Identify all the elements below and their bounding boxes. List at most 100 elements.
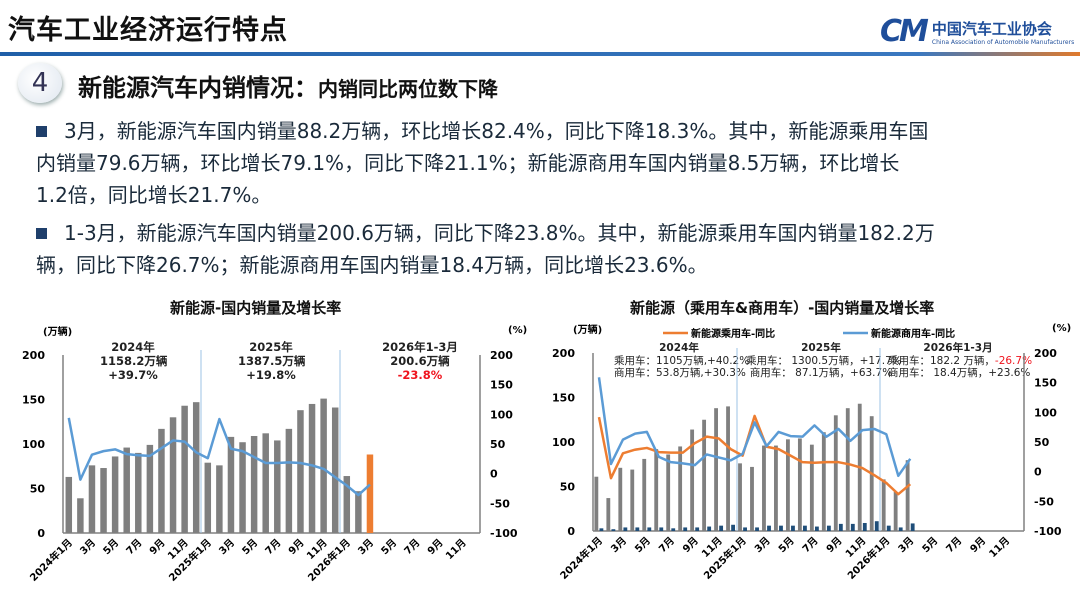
chart2-bar-commercial: [862, 522, 867, 531]
chart1-bar: [192, 402, 200, 533]
bullet-line: 内销量79.6万辆，环比增长79.1%，同比下降21.1%；新能源商用车国内销量…: [36, 151, 900, 175]
chart2-y2-tick: 50: [1034, 436, 1050, 449]
chart1-y-tick: 50: [30, 483, 46, 496]
chart2-bar-commercial: [767, 525, 771, 531]
bullet-line: 3月，新能源汽车国内销量88.2万辆，环比增长82.4%，同比下降18.3%。其…: [64, 119, 929, 143]
chart2-y-tick: 50: [560, 481, 576, 494]
logo-mark: CM: [880, 14, 929, 49]
chart2-bar-passenger: [642, 458, 647, 531]
chart2-bar-passenger: [881, 479, 886, 531]
chart1-bar: [158, 428, 165, 533]
chart1-y2-tick: 50: [490, 438, 506, 451]
chart2-bar-passenger: [797, 438, 802, 531]
chart1-x-tick: 11月: [443, 537, 468, 562]
chart2-bar-commercial: [695, 527, 700, 531]
chart2-bar-passenger: [666, 454, 671, 531]
chart2-bar-passenger: [606, 498, 611, 531]
chart1-y2-tick: 200: [490, 349, 513, 362]
chart2-x-tick: 5月: [776, 535, 796, 555]
chart1-x-tick: 5月: [379, 537, 399, 557]
chart1-bar: [135, 452, 142, 533]
chart1-bar: [111, 456, 119, 533]
logo-cn: 中国汽车工业协会: [931, 19, 1052, 38]
chart2-bar-commercial: [779, 525, 783, 531]
chart1-bar: [331, 407, 339, 533]
chart1-y-tick: 200: [22, 349, 45, 362]
chart1-x-tick: 3月: [217, 537, 237, 557]
chart1-y2-tick: -100: [490, 527, 518, 540]
chart2-annotation-2025: 2025年 乘用车： 1300.5万辆，+17.7% 商用车： 87.1万辆，+63…: [746, 342, 902, 379]
chart1-x-tick: 3月: [78, 537, 98, 557]
bullet-square-icon: [36, 228, 47, 239]
chart2-line-1: [597, 414, 912, 496]
chart1-y-tick: 150: [22, 394, 45, 407]
chart2-y2-tick: 200: [1034, 347, 1057, 360]
chart1-y2-label: (%): [508, 325, 527, 336]
chart1-bar: [320, 398, 327, 533]
chart2-y-tick: 100: [552, 436, 575, 449]
chart2-bar-commercial: [611, 529, 616, 531]
chart2-bar-passenger: [833, 415, 838, 531]
chart2-x-tick: 9月: [824, 535, 844, 555]
chart2-bar-passenger: [785, 439, 790, 531]
bullet-line: 1.2倍，同比增长21.7%。: [36, 183, 272, 207]
chart1-y2-tick: 0: [490, 468, 498, 481]
chart1-bar: [181, 405, 188, 533]
chart1-bar: [262, 433, 269, 533]
chart2-bar-commercial: [719, 525, 724, 531]
chart2-bar-commercial: [898, 527, 903, 531]
chart1-bar: [250, 435, 258, 533]
chart2-x-tick: 5月: [920, 535, 940, 555]
chart2-x-tick: 11月: [987, 535, 1012, 560]
chart2-bar-commercial: [886, 525, 891, 531]
chart2-x-tick: 2024年1月: [557, 534, 605, 582]
chart2-annotation-2026: 2026年1-3月 乘用车：182.2 万辆，-26.7% 商用车： 18.4万辆，…: [888, 342, 1033, 379]
chart1-x-tick: 9月: [286, 537, 306, 557]
chart1-x-tick: 7月: [402, 537, 422, 557]
chart2-bar-passenger: [893, 491, 898, 531]
chart2-bar-commercial: [707, 526, 712, 531]
chart2-title: 新能源（乘用车&商用车）-国内销量及增长率: [630, 299, 935, 317]
chart2-annotation-2024: 2024年 乘用车：1105万辆,+40.2% 商用车：53.8万辆,+30.3%: [614, 342, 750, 379]
bullet-item: 1-3月，新能源汽车国内销量200.6万辆，同比下降23.8%。其中，新能源乘用…: [36, 217, 935, 281]
header-divider: [0, 52, 1080, 56]
chart2-x-tick: 9月: [968, 535, 988, 555]
chart2-bar-passenger: [774, 445, 778, 531]
chart2-bar-commercial: [599, 528, 604, 531]
chart2-bar-passenger: [821, 432, 826, 531]
chart2-bar-commercial: [791, 525, 795, 531]
chart1-x-tick: 7月: [124, 537, 144, 557]
chart2-bar-passenger: [618, 467, 623, 531]
chart1-bar: [123, 447, 130, 533]
chart2-bar-commercial: [910, 523, 915, 531]
chart2-y2-tick: 100: [1034, 406, 1057, 419]
chart2-bar-passenger: [690, 429, 695, 531]
chart2-bar-commercial: [755, 527, 759, 531]
chart2-bar-passenger: [762, 445, 766, 531]
chart1-bar: [297, 410, 304, 533]
chart2-y-tick: 200: [552, 347, 575, 360]
chart1-bar: [285, 428, 293, 533]
chart1-bar: [343, 476, 351, 533]
chart1-bar: [227, 436, 235, 533]
chart2-bar-passenger: [809, 444, 814, 531]
chart2-bar-commercial: [671, 528, 676, 531]
chart2-bar-passenger: [726, 406, 730, 531]
chart2-bar-commercial: [731, 524, 736, 531]
chart2-line-2: [597, 377, 912, 478]
chart2-bar-passenger: [654, 449, 659, 531]
chart1-bar: [100, 468, 107, 533]
chart1-line-1: [67, 417, 371, 497]
chart2-bar-passenger: [594, 476, 599, 531]
section-title: 新能源汽车内销情况：内销同比两位数下降: [78, 68, 498, 103]
chart2-bar-passenger: [714, 408, 718, 531]
chart2-y-tick: 150: [552, 392, 575, 405]
chart2-bar-commercial: [647, 527, 652, 531]
chart2-x-tick: 3月: [896, 535, 916, 555]
section-title-main: 新能源汽车内销情况：: [78, 74, 318, 102]
chart1-y-label: (万辆): [43, 325, 72, 338]
chart1-bar: [88, 465, 96, 533]
chart1-bar: [239, 442, 246, 533]
chart2-bar-passenger: [750, 466, 754, 531]
